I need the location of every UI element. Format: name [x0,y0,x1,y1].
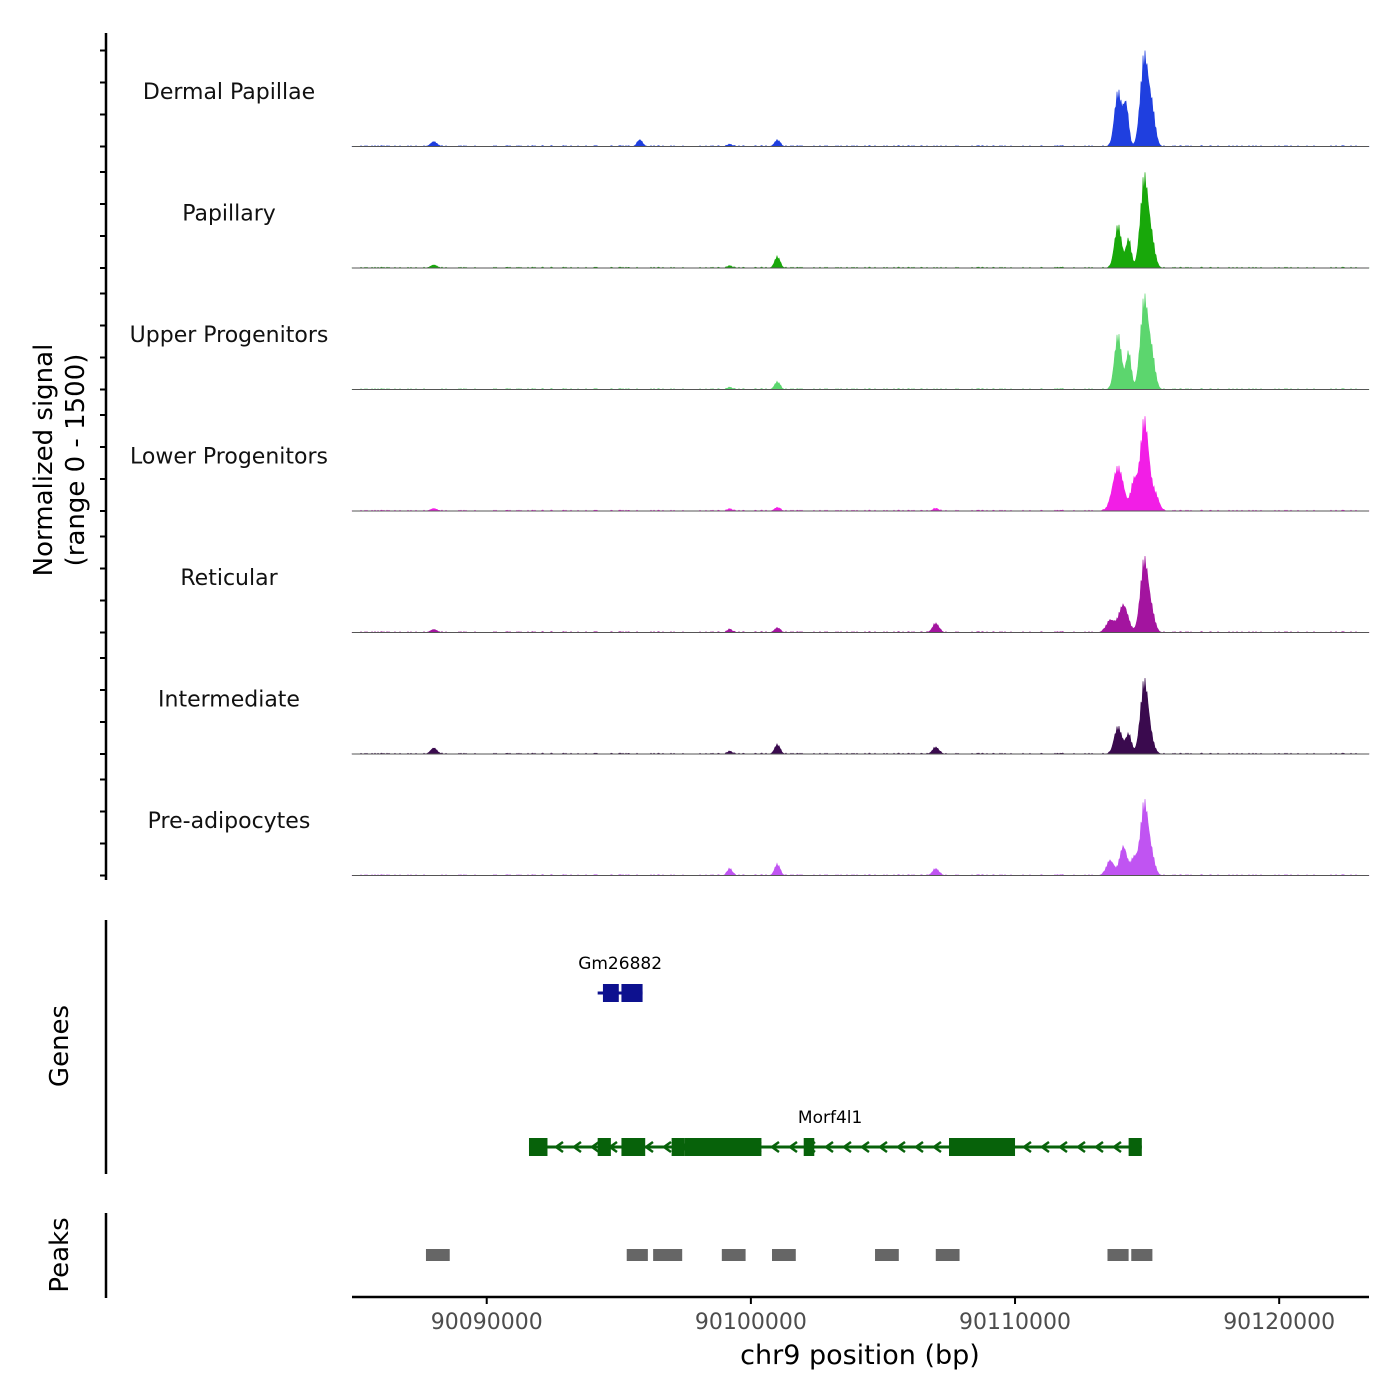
coverage-area [351,172,1370,269]
coverage-area [351,416,1370,512]
track-label: Upper Progenitors [130,323,329,348]
y-axis-title-line1: Normalized signal [29,344,59,577]
genes-label: Genes [45,1005,75,1087]
strand-arrow [1093,1140,1104,1154]
peak-region [721,1249,746,1261]
exon-block [597,1138,611,1156]
peak-region [935,1249,960,1261]
strand-arrow [553,1140,564,1154]
strand-arrow [571,1140,582,1154]
track-label: Reticular [180,566,278,591]
exon-block [948,1138,1016,1156]
x-axis-ticks: 90090000 90100000 90110000 90120000 [431,1297,1335,1335]
exon-block [1128,1138,1142,1156]
peak-region [772,1249,796,1261]
coverage-area [351,293,1370,390]
coverage-area [351,50,1370,147]
strand-arrow [913,1140,924,1154]
coverage-area [351,678,1370,755]
strand-arrow [589,1140,600,1154]
strand-arrow [859,1140,870,1154]
x-tick-label: 90110000 [959,1310,1071,1335]
peak-region [653,1249,683,1261]
x-axis-title: chr9 position (bp) [740,1340,980,1371]
track-label: Pre-adipocytes [148,809,311,834]
x-tick-label: 90090000 [431,1310,543,1335]
track-label: Lower Progenitors [130,445,328,470]
strand-arrow [1021,1140,1032,1154]
gene-name-label: Gm26882 [578,954,662,974]
y-axis-title-line2: (range 0 - 1500) [61,354,91,567]
peak-region [1107,1249,1129,1261]
peak-region [1131,1249,1153,1261]
track-label: Dermal Papillae [143,80,315,105]
coverage-area [351,799,1370,876]
peak-region [875,1249,899,1261]
peak-region [425,1249,450,1261]
exon-block [621,984,643,1002]
strand-arrow [841,1140,852,1154]
strand-arrow [1039,1140,1050,1154]
track-label: Intermediate [158,688,300,713]
exon-block [671,1138,685,1156]
strand-arrow [1075,1140,1086,1154]
x-tick-label: 90120000 [1223,1310,1335,1335]
exon-block [602,984,619,1002]
strand-arrow [1111,1140,1122,1154]
strand-arrow [661,1140,672,1154]
peak-regions [425,1249,1153,1261]
strand-arrow [877,1140,888,1154]
strand-arrow [895,1140,906,1154]
gene-annotations: Gm26882 Morf4l1 [528,954,1142,1156]
strand-arrow [769,1140,780,1154]
x-tick-label: 90100000 [695,1310,807,1335]
strand-arrow [823,1140,834,1154]
strand-arrow [931,1140,942,1154]
exon-block [684,1138,762,1156]
exon-block [528,1138,548,1156]
exon-block [803,1138,815,1156]
strand-arrow [787,1140,798,1154]
track-label: Papillary [182,202,276,227]
coverage-area [351,556,1370,633]
peaks-label: Peaks [45,1217,75,1292]
exon-block [621,1138,646,1156]
peak-region [626,1249,648,1261]
strand-arrow [1057,1140,1068,1154]
strand-arrow [643,1140,654,1154]
coverage-tracks: Dermal Papillae Papillary Upper Progenitor… [100,33,1370,880]
gene-name-label: Morf4l1 [798,1108,862,1128]
